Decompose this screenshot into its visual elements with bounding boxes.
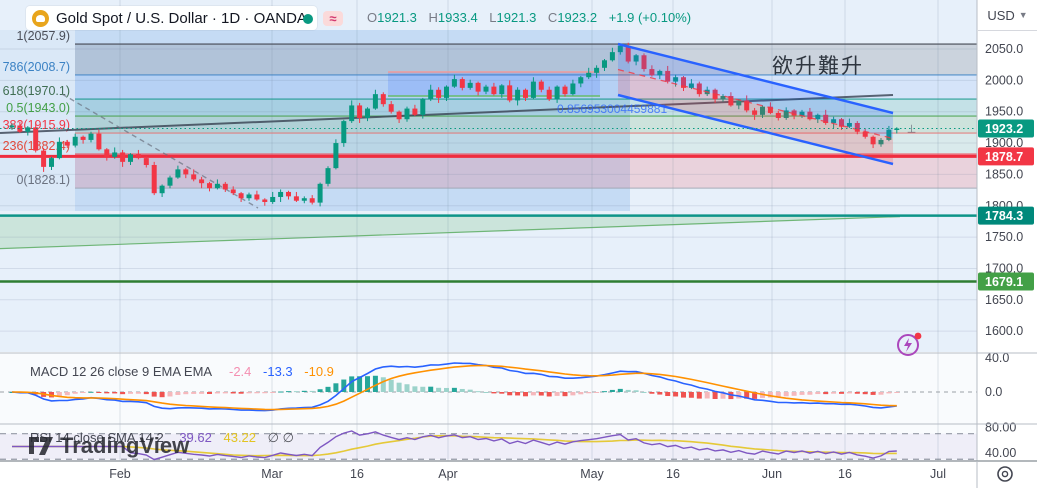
time-tick-label[interactable]: Feb (109, 467, 131, 481)
macd-pane (0, 362, 977, 412)
macd-signal-value: -10.9 (304, 364, 334, 379)
fib-level-label: 618(1970.1) (3, 84, 70, 98)
price-badge: 1878.7 (985, 150, 1023, 164)
current-price-line: ⊥ (0, 124, 977, 136)
price-tick-label: 2000.0 (985, 73, 1023, 87)
market-open-dot-icon[interactable] (303, 13, 313, 24)
time-axis[interactable]: Feb Mar 16 Apr May 16 Jun 16 Jul (0, 460, 1037, 488)
time-tick-label[interactable]: 16 (838, 467, 852, 481)
watermark-text: TradingView (60, 433, 190, 458)
macd-tick-label: 40.0 (985, 351, 1009, 365)
time-tick-label[interactable]: Jul (930, 467, 946, 481)
fib-level-label: 1(2057.9) (16, 29, 70, 43)
oanda-coin-icon (32, 9, 49, 27)
close-value: 1923.2 (557, 10, 598, 25)
price-tick-label: 1900.0 (985, 136, 1023, 150)
fib-ratio-annotation: 0.856953004459881 (557, 102, 668, 116)
price-tick-label: 1700.0 (985, 261, 1023, 275)
macd-legend[interactable]: MACD 12 26 close 9 EMA EMA -2.4 -13.3 -1… (30, 364, 334, 379)
open-value: 1921.3 (377, 10, 417, 25)
price-badge: 1923.2 (985, 122, 1023, 136)
approx-data-icon[interactable]: ≈ (323, 11, 343, 26)
fib-level-label: 786(2008.7) (3, 60, 70, 74)
symbol-title: Gold Spot / U.S. Dollar · 1D · OANDA (56, 9, 307, 27)
price-badge: 1679.1 (985, 275, 1023, 289)
time-tick-label[interactable]: Jun (762, 467, 782, 481)
descending-channel-drawing[interactable] (617, 42, 894, 166)
macd-label: MACD 12 26 close 9 EMA EMA (30, 364, 212, 379)
time-tick-label[interactable]: 16 (350, 467, 364, 481)
tradingview-watermark: TradingView (28, 433, 189, 459)
high-value: 1933.4 (437, 10, 478, 25)
high-label: H (428, 10, 438, 25)
currency-dropdown[interactable]: USD ▼ (978, 0, 1037, 31)
macd-tick-label: 0.0 (985, 385, 1002, 399)
rsi-sma-value: 43.22 (223, 430, 257, 445)
rsi-pane (0, 430, 977, 461)
chevron-down-icon: ▼ (1018, 10, 1028, 20)
horizontal-ray-lines[interactable] (0, 154, 977, 283)
rsi-value: 39.62 (179, 430, 212, 445)
ohlc-readout: O1921.3 H1933.4 L1921.3 C1923.2 +1.9 (+0… (367, 10, 691, 25)
chinese-annotation-text[interactable]: 欲升難升 (772, 55, 864, 78)
macd-hist-value: -2.4 (228, 364, 252, 379)
market-status-icons: ≈ (303, 11, 343, 26)
tradingview-logo-icon (29, 437, 53, 455)
low-value: 1921.3 (496, 10, 537, 25)
price-tick-label: 1750.0 (985, 230, 1023, 244)
candlestick-series (9, 42, 900, 207)
price-tick-label: 1650.0 (985, 293, 1023, 307)
rsi-tick-label: 40.00 (985, 446, 1016, 460)
last-price-marker-icon: ⊥ (907, 124, 917, 136)
low-label: L (489, 10, 497, 25)
price-tick-label: 1600.0 (985, 324, 1023, 338)
close-label: C (547, 10, 558, 25)
flash-alert-icon[interactable] (895, 330, 923, 358)
time-tick-label[interactable]: May (580, 467, 604, 481)
price-tick-label: 1950.0 (985, 105, 1023, 119)
time-tick-label[interactable]: 16 (666, 467, 680, 481)
fib-retracement-drawing[interactable]: 1(2057.9) 786(2008.7) 618(1970.1) 0.5(1943.… (3, 29, 977, 189)
gridlines (0, 0, 977, 461)
open-label: O (367, 10, 378, 25)
axis-settings-gear-icon[interactable] (997, 466, 1013, 482)
price-badge: 1784.3 (985, 209, 1023, 223)
rsi-label: RSI 14 close SMA 14 2 (30, 430, 164, 445)
symbol-legend[interactable]: Gold Spot / U.S. Dollar · 1D · OANDA (26, 6, 317, 30)
fib-level-label: 0(1828.1) (16, 173, 70, 187)
price-axis[interactable]: 2050.02000.01950.01900.01850.01800.01750… (976, 0, 1037, 488)
currency-label: USD (987, 7, 1015, 23)
rsi-tick-label: 80.00 (985, 420, 1016, 434)
rsi-legend[interactable]: RSI 14 close SMA 14 2 39.62 43.22 ∅ ∅ (30, 430, 294, 446)
time-tick-label[interactable]: Apr (438, 467, 457, 481)
price-tick-label: 1850.0 (985, 167, 1023, 181)
rsi-hidden-values: ∅ ∅ (267, 430, 294, 445)
price-tick-label: 2050.0 (985, 42, 1023, 56)
change-value: +1.9 (+0.10%) (608, 10, 692, 25)
fib-level-label: 0.5(1943.0) (6, 101, 70, 115)
time-tick-label[interactable]: Mar (261, 467, 283, 481)
macd-line-value: -13.3 (263, 364, 293, 379)
